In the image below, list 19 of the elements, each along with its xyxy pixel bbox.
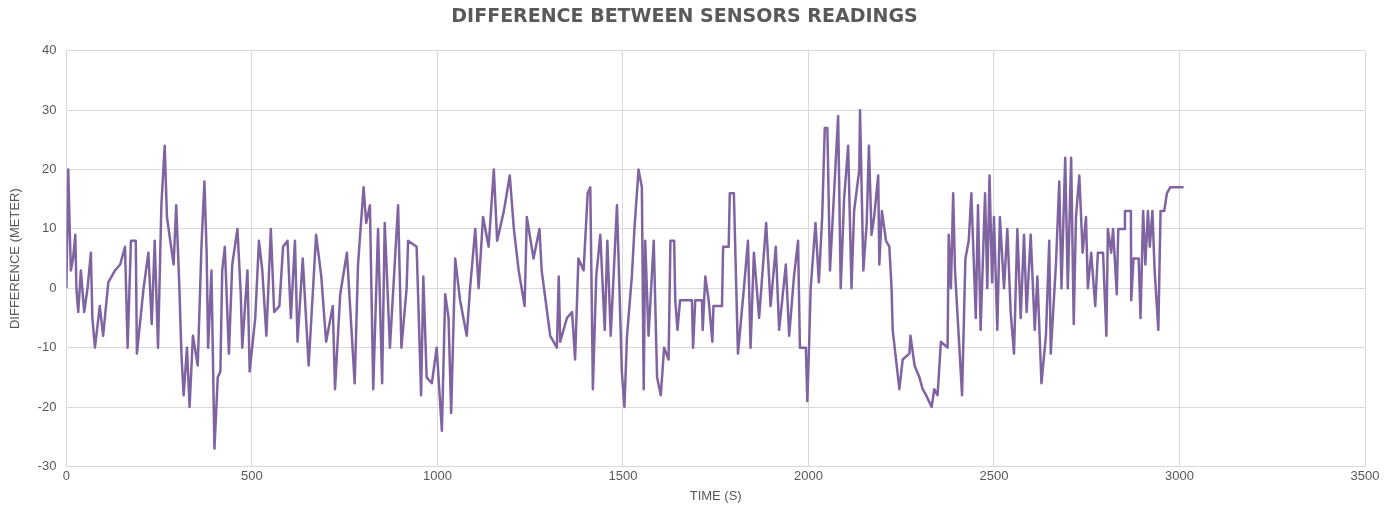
y-tick-label: 10 [41,220,57,236]
x-tick-label: 0 [62,467,71,483]
x-tick-label: 2000 [793,467,823,483]
x-tick-label: 500 [241,467,263,483]
x-tick-label: 1000 [422,467,452,483]
y-tick-label: -20 [37,398,57,414]
y-tick-label: -10 [37,339,57,355]
y-tick-label: -30 [37,457,57,473]
x-tick-label: 2500 [979,467,1009,483]
x-tick-label: 1500 [608,467,638,483]
y-tick-label: 20 [41,161,57,177]
y-tick-label: 40 [41,42,57,58]
x-tick-label: 3000 [1165,467,1194,483]
y-tick-label: 0 [49,279,57,295]
x-axis-title: TIME (S) [689,487,742,503]
x-tick-label: 3500 [1350,467,1380,483]
y-tick-label: 30 [41,101,57,117]
y-axis-title: DIFFERENCE (METER) [7,188,23,330]
chart-title: DIFFERENCE BETWEEN SENSORS READINGS [451,4,918,27]
